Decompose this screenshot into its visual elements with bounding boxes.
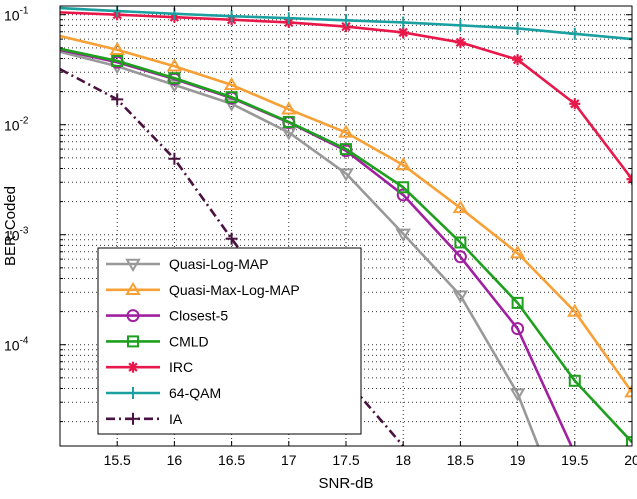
y-tick-label: 10-1 <box>4 6 29 24</box>
x-tick-label: 19 <box>510 452 526 468</box>
legend-label: CMLD <box>169 333 209 349</box>
legend-label: Closest-5 <box>169 308 228 324</box>
legend-label: Quasi-Log-MAP <box>169 256 269 272</box>
x-tick-label: 18 <box>395 452 411 468</box>
data-point-irc <box>398 27 409 38</box>
y-axis-label: BER-Coded <box>2 186 19 266</box>
data-point-irc <box>569 98 580 109</box>
data-point-irc <box>512 54 523 65</box>
x-tick-label: 20 <box>624 452 637 468</box>
data-point-irc <box>455 37 466 48</box>
legend: Quasi-Log-MAP Quasi-Max-Log-MAP Closest-5 C… <box>98 248 361 434</box>
x-tick-label: 15.5 <box>104 452 131 468</box>
legend-label: Quasi-Max-Log-MAP <box>169 282 300 298</box>
x-axis-label: SNR-dB <box>318 475 373 492</box>
legend-label: 64-QAM <box>169 385 221 401</box>
x-tick-label: 18.5 <box>447 452 474 468</box>
x-tick-label: 17 <box>281 452 297 468</box>
x-tick-label: 19.5 <box>561 452 588 468</box>
legend-label: IA <box>169 411 183 427</box>
x-tick-label: 16 <box>167 452 183 468</box>
legend-label: IRC <box>169 359 193 375</box>
y-tick-label: 10-2 <box>4 116 29 134</box>
y-tick-label: 10-4 <box>4 336 29 354</box>
legend-marker <box>128 362 139 373</box>
x-tick-label: 16.5 <box>218 452 245 468</box>
x-tick-label: 17.5 <box>332 452 359 468</box>
